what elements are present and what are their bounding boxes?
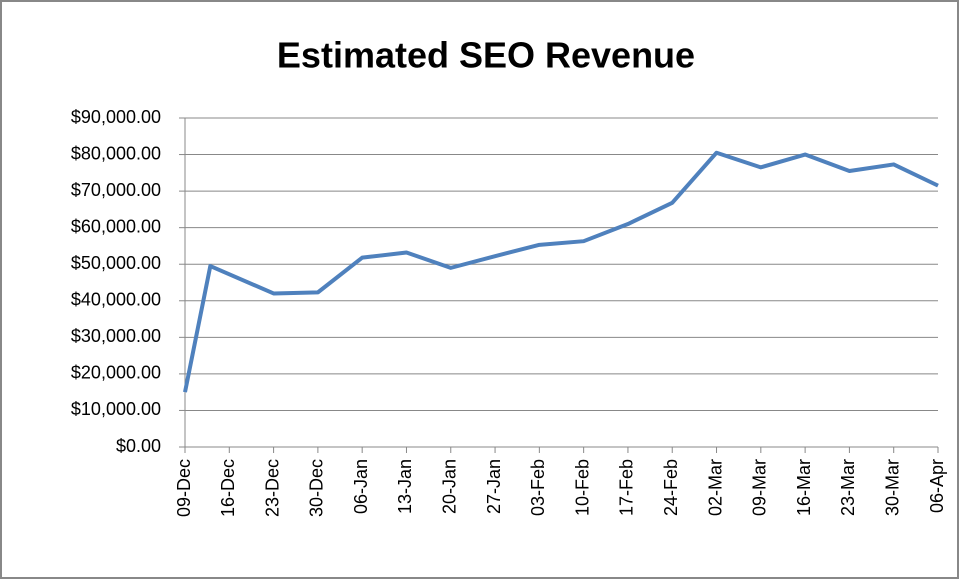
y-tick-label: $10,000.00 — [71, 399, 161, 419]
x-tick-label: 23-Dec — [262, 459, 282, 517]
data-line — [183, 150, 939, 393]
y-tick-label: $40,000.00 — [71, 290, 161, 310]
x-tick-label: 13-Jan — [395, 459, 415, 514]
x-tick-label: 02-Mar — [705, 459, 725, 516]
y-tick-label: $50,000.00 — [71, 253, 161, 273]
y-tick-label: $80,000.00 — [71, 143, 161, 163]
x-tick-label: 06-Apr — [927, 459, 947, 513]
x-tick-label: 20-Jan — [440, 459, 460, 514]
x-tick-label: 16-Mar — [794, 459, 814, 516]
x-tick-label: 16-Dec — [218, 459, 238, 517]
y-tick-label: $70,000.00 — [71, 180, 161, 200]
x-tick-label: 09-Mar — [750, 459, 770, 516]
y-tick-label: $20,000.00 — [71, 363, 161, 383]
x-tick-label: 03-Feb — [528, 459, 548, 516]
x-tick-label: 06-Jan — [351, 459, 371, 514]
y-tick-label: $0.00 — [116, 436, 161, 456]
x-tick-label: 30-Dec — [307, 459, 327, 517]
y-tick-label: $30,000.00 — [71, 326, 161, 346]
y-tick-label: $90,000.00 — [71, 107, 161, 127]
x-tick-label: 09-Dec — [174, 459, 194, 517]
x-tick-label: 30-Mar — [882, 459, 902, 516]
x-tick-label: 27-Jan — [484, 459, 504, 514]
chart-title: Estimated SEO Revenue — [277, 35, 695, 76]
x-tick-label: 10-Feb — [572, 459, 592, 516]
x-tick-label: 17-Feb — [617, 459, 637, 516]
y-tick-label: $60,000.00 — [71, 216, 161, 236]
x-tick-label: 23-Mar — [838, 459, 858, 516]
x-tick-label: 24-Feb — [661, 459, 681, 516]
